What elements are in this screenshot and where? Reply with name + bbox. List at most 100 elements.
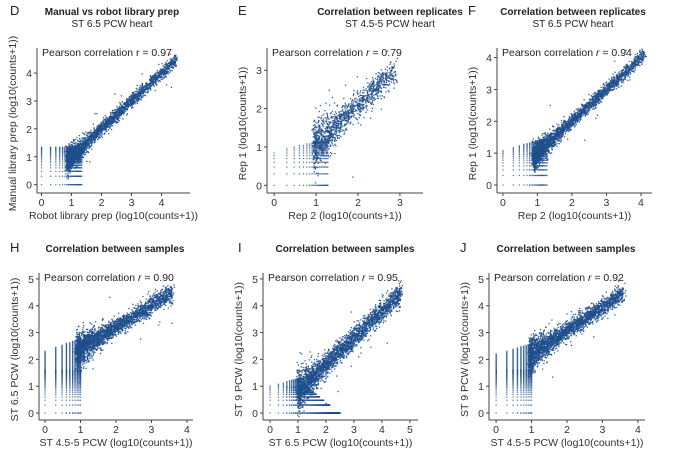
data-point xyxy=(49,152,52,154)
data-point xyxy=(91,138,93,141)
data-point xyxy=(55,153,57,155)
data-point xyxy=(324,140,326,143)
data-point xyxy=(61,170,64,172)
data-point xyxy=(73,154,75,156)
data-point xyxy=(131,101,133,104)
data-point xyxy=(302,173,305,175)
data-point xyxy=(135,94,137,97)
data-point xyxy=(326,126,328,128)
data-point xyxy=(40,167,43,169)
data-point xyxy=(333,125,335,127)
data-point xyxy=(59,150,61,152)
data-point xyxy=(326,152,329,154)
data-point xyxy=(73,167,75,169)
data-point xyxy=(374,77,376,80)
data-point xyxy=(371,80,373,83)
data-point xyxy=(72,167,74,169)
data-point xyxy=(70,163,73,165)
data-point xyxy=(327,138,329,140)
data-point xyxy=(66,152,68,154)
data-point xyxy=(116,109,119,111)
data-point xyxy=(325,117,327,119)
data-point xyxy=(382,71,384,74)
data-point xyxy=(391,75,393,77)
data-point xyxy=(356,110,358,112)
data-point xyxy=(329,104,331,106)
data-point xyxy=(343,132,346,134)
data-point xyxy=(126,101,128,103)
data-point xyxy=(313,173,315,175)
data-point xyxy=(75,152,78,154)
data-point xyxy=(318,120,320,122)
data-point xyxy=(388,77,390,80)
data-point xyxy=(329,134,331,136)
data-point xyxy=(100,123,102,125)
data-point xyxy=(147,88,149,90)
data-point xyxy=(65,166,67,168)
data-point xyxy=(315,157,318,159)
data-point xyxy=(156,78,158,80)
data-point xyxy=(78,150,80,152)
data-point xyxy=(273,173,275,175)
data-point xyxy=(387,90,389,92)
data-point xyxy=(324,117,326,119)
data-point xyxy=(321,166,323,168)
data-point xyxy=(110,122,112,124)
data-point xyxy=(314,137,316,139)
data-point xyxy=(77,184,79,186)
data-point xyxy=(321,140,323,142)
data-point xyxy=(306,150,308,152)
data-point xyxy=(97,132,100,134)
y-tick-label: 0 xyxy=(26,180,32,192)
data-point xyxy=(367,82,369,84)
data-point xyxy=(99,126,102,128)
data-point xyxy=(315,161,317,163)
data-point xyxy=(319,142,321,144)
data-point xyxy=(109,120,111,122)
data-point xyxy=(173,65,176,67)
data-point xyxy=(298,146,301,148)
data-point xyxy=(131,105,133,107)
data-point xyxy=(102,117,105,119)
data-point xyxy=(317,184,319,186)
y-tick-label: 1 xyxy=(256,142,262,154)
data-point xyxy=(89,140,91,142)
data-point xyxy=(98,133,100,135)
data-point xyxy=(136,90,138,93)
data-point xyxy=(156,77,158,79)
data-point xyxy=(75,155,77,157)
data-point xyxy=(132,101,134,104)
data-point xyxy=(132,103,134,105)
data-point xyxy=(325,155,327,157)
data-point xyxy=(273,154,275,157)
data-point xyxy=(336,135,338,137)
data-point xyxy=(371,99,373,101)
data-point xyxy=(77,152,79,154)
data-point xyxy=(149,86,151,88)
data-point xyxy=(95,129,97,131)
data-point xyxy=(154,73,156,75)
data-point xyxy=(126,100,128,102)
data-point xyxy=(334,140,336,142)
data-point xyxy=(309,146,311,148)
data-point xyxy=(40,170,43,172)
data-point xyxy=(69,158,71,160)
data-point xyxy=(74,142,76,144)
data-point xyxy=(324,110,326,112)
data-point xyxy=(341,115,343,117)
data-point xyxy=(129,97,131,100)
data-point xyxy=(102,127,104,129)
data-point xyxy=(83,133,85,135)
data-point xyxy=(162,72,164,74)
data-point xyxy=(136,102,139,105)
data-point xyxy=(322,136,324,138)
data-point xyxy=(309,150,311,152)
data-point xyxy=(80,144,83,146)
data-point xyxy=(71,159,73,161)
data-point xyxy=(87,141,90,143)
data-point xyxy=(81,145,83,147)
data-point xyxy=(323,141,325,143)
data-point xyxy=(71,165,73,167)
data-point xyxy=(61,150,64,152)
data-point xyxy=(326,150,328,152)
